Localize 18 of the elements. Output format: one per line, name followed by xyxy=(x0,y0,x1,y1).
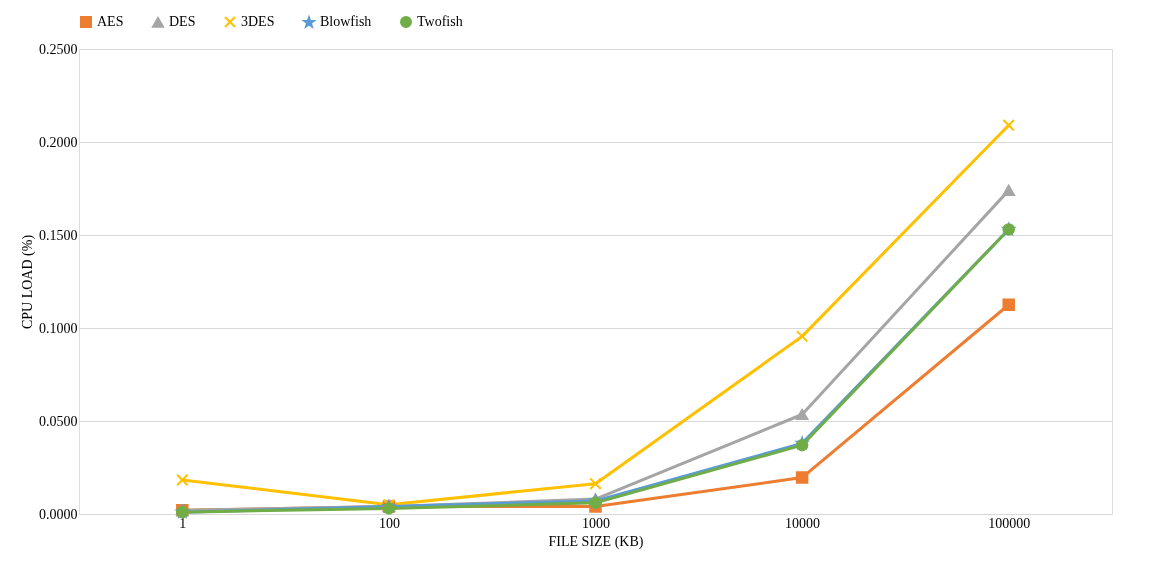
y-tick-label: 0.2000 xyxy=(39,134,78,150)
x-tick-label: 10000 xyxy=(785,515,821,531)
y-tick-label: 0.2500 xyxy=(39,41,78,57)
legend-label: 3DES xyxy=(241,14,275,29)
y-tick-label: 0.0500 xyxy=(39,413,78,429)
x-tick-label: 1000 xyxy=(582,515,610,531)
y-tick-label: 0.0000 xyxy=(39,506,78,522)
x-tick-label: 1 xyxy=(179,515,187,531)
legend-label: AES xyxy=(97,14,124,29)
x-tick-label: 100 xyxy=(378,515,400,531)
legend-label: DES xyxy=(169,14,196,30)
y-axis-title: CPU LOAD (%) xyxy=(20,234,36,330)
legend-label: Blowfish xyxy=(320,14,372,30)
x-tick-label: 100000 xyxy=(988,515,1031,531)
legend-label: Twofish xyxy=(417,14,463,29)
y-tick-label: 0.1500 xyxy=(39,227,78,243)
x-axis-title: FILE SIZE (KB) xyxy=(548,533,644,550)
y-tick-label: 0.1000 xyxy=(39,320,78,336)
